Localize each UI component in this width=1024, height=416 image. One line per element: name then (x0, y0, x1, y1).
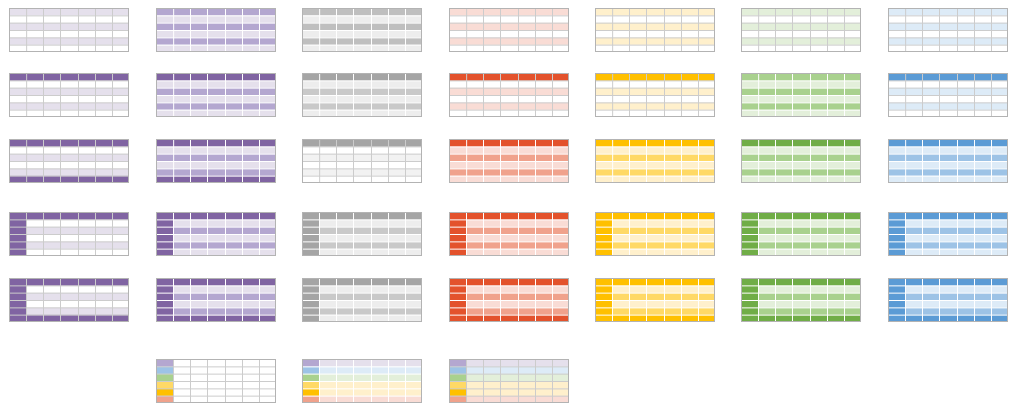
table-style-preview (449, 8, 569, 52)
table-style-swatch[interactable] (9, 139, 129, 183)
table-style-swatch[interactable] (302, 212, 422, 256)
table-style-swatch[interactable] (449, 73, 569, 117)
table-style-swatch[interactable] (888, 73, 1008, 117)
table-style-swatch[interactable] (156, 359, 276, 403)
table-style-preview (9, 139, 129, 183)
table-style-preview (595, 8, 715, 52)
table-style-swatch[interactable] (449, 212, 569, 256)
table-style-swatch[interactable] (741, 278, 861, 322)
table-style-preview (449, 359, 569, 403)
table-style-preview (888, 139, 1008, 183)
table-style-swatch[interactable] (449, 139, 569, 183)
table-style-swatch[interactable] (9, 73, 129, 117)
table-style-swatch[interactable] (302, 139, 422, 183)
table-style-preview (741, 212, 861, 256)
table-style-preview (156, 359, 276, 403)
table-style-swatch[interactable] (9, 278, 129, 322)
table-style-swatch[interactable] (9, 212, 129, 256)
table-style-preview (156, 278, 276, 322)
table-style-preview (741, 8, 861, 52)
table-style-swatch[interactable] (449, 278, 569, 322)
table-style-preview (9, 73, 129, 117)
table-style-swatch[interactable] (741, 139, 861, 183)
table-style-preview (9, 8, 129, 52)
table-style-preview (302, 8, 422, 52)
table-style-preview (449, 278, 569, 322)
table-style-preview (595, 139, 715, 183)
table-style-preview (741, 278, 861, 322)
table-style-swatch[interactable] (595, 8, 715, 52)
table-style-preview (741, 139, 861, 183)
table-style-preview (156, 212, 276, 256)
table-style-swatch[interactable] (302, 73, 422, 117)
table-style-swatch[interactable] (156, 73, 276, 117)
table-style-preview (302, 212, 422, 256)
table-style-swatch[interactable] (449, 8, 569, 52)
table-style-preview (888, 212, 1008, 256)
table-style-swatch[interactable] (888, 8, 1008, 52)
table-style-swatch[interactable] (156, 139, 276, 183)
table-style-preview (449, 139, 569, 183)
table-style-preview (888, 8, 1008, 52)
table-style-swatch[interactable] (9, 8, 129, 52)
table-style-preview (9, 212, 129, 256)
table-style-preview (449, 73, 569, 117)
table-style-swatch[interactable] (595, 212, 715, 256)
table-style-swatch[interactable] (888, 139, 1008, 183)
table-style-preview (595, 278, 715, 322)
table-style-preview (741, 73, 861, 117)
table-style-swatch[interactable] (888, 212, 1008, 256)
table-style-preview (9, 278, 129, 322)
table-style-swatch[interactable] (741, 212, 861, 256)
table-style-swatch[interactable] (302, 278, 422, 322)
table-style-preview (302, 278, 422, 322)
table-style-swatch[interactable] (156, 278, 276, 322)
table-style-swatch[interactable] (449, 359, 569, 403)
table-style-swatch[interactable] (595, 139, 715, 183)
table-style-preview (302, 139, 422, 183)
table-style-preview (156, 139, 276, 183)
table-style-swatch[interactable] (741, 8, 861, 52)
table-style-swatch[interactable] (595, 73, 715, 117)
table-style-preview (156, 8, 276, 52)
table-style-swatch[interactable] (156, 8, 276, 52)
table-style-preview (888, 278, 1008, 322)
table-style-swatch[interactable] (888, 278, 1008, 322)
table-style-swatch[interactable] (156, 212, 276, 256)
table-style-preview (449, 212, 569, 256)
table-style-swatch[interactable] (302, 8, 422, 52)
table-style-swatch[interactable] (741, 73, 861, 117)
table-style-preview (302, 73, 422, 117)
table-style-swatch[interactable] (302, 359, 422, 403)
table-style-preview (595, 212, 715, 256)
table-style-preview (595, 73, 715, 117)
table-style-preview (302, 359, 422, 403)
table-style-preview (156, 73, 276, 117)
table-style-preview (888, 73, 1008, 117)
table-style-swatch[interactable] (595, 278, 715, 322)
